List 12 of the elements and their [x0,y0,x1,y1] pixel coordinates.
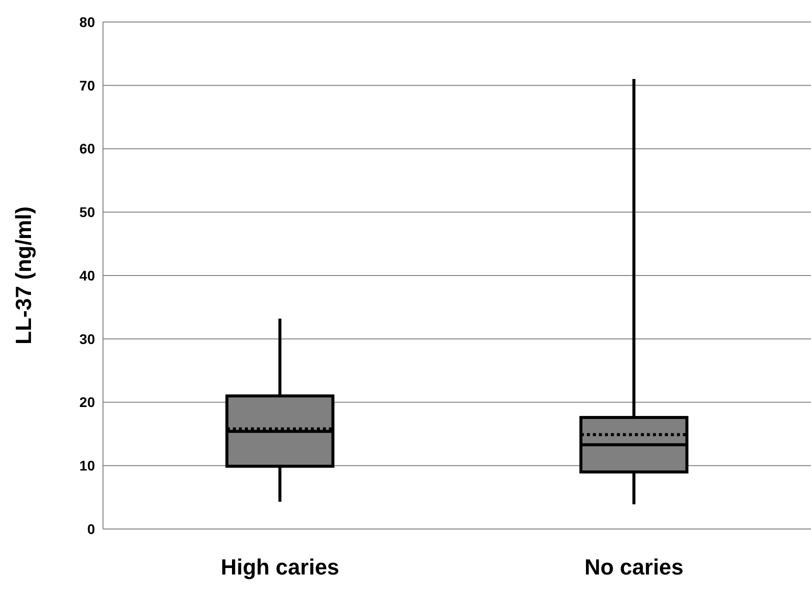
y-tick-label: 70 [79,77,96,94]
y-tick-label: 10 [79,458,96,474]
y-tick-label: 30 [79,330,96,347]
x-tick-label: No caries [584,554,684,580]
y-axis-title: LL-37 (ng/ml) [10,206,36,345]
y-tick-label: 0 [87,520,96,537]
y-tick-label: 50 [79,204,96,220]
y-tick-label: 80 [79,14,96,30]
x-tick-label: High caries [220,554,340,580]
y-tick-label: 60 [79,140,96,157]
y-tick-label: 20 [79,394,96,410]
y-tick-label: 40 [79,267,96,284]
